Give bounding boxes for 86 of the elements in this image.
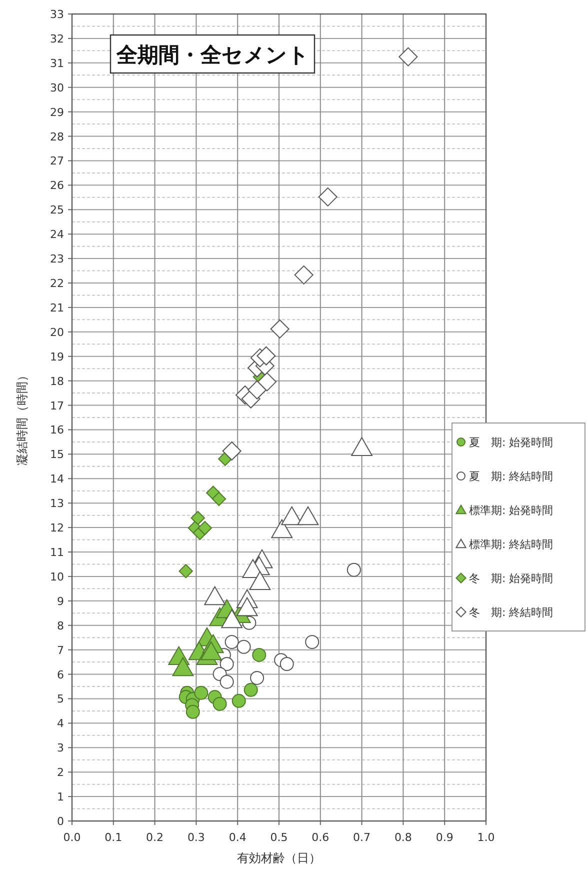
- y-axis-title: 凝結時間（時間）: [15, 370, 29, 466]
- y-tick-label: 28: [50, 130, 64, 144]
- point: [294, 265, 314, 284]
- x-tick-label: 1.0: [477, 831, 495, 844]
- point: [198, 520, 212, 536]
- legend-label: 冬 期: 始発時間: [469, 572, 554, 585]
- x-tick-label: 0.2: [146, 831, 164, 844]
- y-tick-label: 4: [57, 717, 64, 730]
- y-tick-label: 14: [50, 472, 64, 486]
- point: [236, 597, 258, 616]
- point: [270, 319, 290, 338]
- legend-label: 夏 期: 始発時間: [469, 436, 554, 449]
- point: [212, 696, 227, 711]
- y-tick-label: 12: [50, 522, 64, 535]
- point: [250, 670, 264, 685]
- y-tick-label: 6: [57, 668, 64, 682]
- point: [252, 648, 266, 662]
- point: [280, 657, 294, 671]
- y-tick-label: 0: [57, 815, 64, 828]
- y-tick-label: 17: [50, 399, 64, 412]
- y-tick-label: 13: [50, 497, 64, 510]
- point: [248, 380, 267, 400]
- y-tick-label: 31: [50, 56, 64, 70]
- point: [232, 694, 246, 708]
- y-tick-label: 15: [50, 448, 64, 462]
- point: [221, 609, 243, 628]
- point: [351, 437, 372, 456]
- y-tick-label: 7: [57, 644, 64, 657]
- legend-label: 標準期: 始発時間: [469, 504, 554, 517]
- y-tick-label: 10: [50, 570, 64, 584]
- point: [236, 640, 251, 654]
- point: [178, 564, 193, 578]
- y-tick-label: 8: [57, 619, 64, 632]
- y-tick-label: 29: [50, 106, 64, 119]
- point: [172, 657, 194, 676]
- point: [256, 346, 276, 366]
- point: [194, 686, 208, 700]
- text: 全期間・全セメント: [116, 43, 310, 67]
- point: [222, 442, 242, 461]
- point: [220, 674, 234, 689]
- y-tick-label: 25: [50, 204, 64, 217]
- legend-label: 冬 期: 終結時間: [469, 606, 554, 619]
- y-tick-label: 27: [50, 154, 64, 168]
- y-tick-label: 33: [50, 8, 64, 21]
- y-tick-label: 20: [50, 326, 64, 339]
- y-tick-label: 21: [50, 301, 64, 314]
- point: [204, 586, 226, 606]
- point: [318, 187, 338, 206]
- legend-label: 夏 期: 終結時間: [469, 470, 554, 483]
- point: [305, 634, 320, 649]
- x-tick-label: 0.4: [228, 831, 246, 844]
- x-tick-label: 0.3: [187, 831, 205, 844]
- y-tick-label: 22: [50, 277, 64, 290]
- point: [244, 682, 258, 697]
- y-tick-label: 23: [50, 252, 64, 266]
- x-axis-title: 有効材齢（日）: [237, 851, 321, 865]
- point: [398, 47, 418, 66]
- legend-label: 標準期: 終結時間: [469, 538, 554, 551]
- y-tick-label: 32: [50, 32, 64, 46]
- y-tick-label: 9: [57, 594, 64, 608]
- point: [220, 657, 234, 671]
- y-tick-label: 19: [50, 350, 64, 364]
- y-tick-label: 16: [50, 424, 64, 437]
- y-tick-label: 3: [57, 742, 64, 755]
- point: [190, 510, 205, 526]
- y-tick-label: 24: [50, 228, 64, 242]
- x-tick-label: 0.7: [353, 831, 371, 844]
- x-tick-label: 0.6: [312, 831, 330, 844]
- y-tick-label: 2: [57, 766, 64, 780]
- x-tick-label: 0.9: [436, 831, 454, 844]
- y-tick-label: 1: [57, 790, 64, 804]
- point: [186, 704, 200, 719]
- point: [257, 372, 276, 392]
- y-tick-label: 18: [50, 374, 64, 388]
- y-tick-label: 5: [57, 692, 64, 706]
- x-tick-label: 0.8: [394, 831, 412, 844]
- x-tick-label: 0.1: [104, 831, 122, 844]
- point: [212, 492, 226, 506]
- x-tick-label: 0.0: [63, 831, 81, 844]
- point: [200, 641, 222, 660]
- point: [224, 634, 239, 649]
- y-tick-label: 30: [50, 81, 64, 94]
- x-tick-label: 0.5: [270, 831, 288, 844]
- y-tick-label: 11: [50, 546, 64, 559]
- y-tick-label: 26: [50, 179, 64, 192]
- point: [346, 562, 361, 577]
